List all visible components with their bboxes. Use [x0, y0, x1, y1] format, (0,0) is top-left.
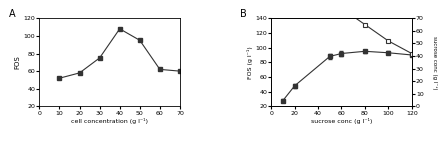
X-axis label: sucrose conc (g l⁻¹): sucrose conc (g l⁻¹)	[311, 118, 372, 124]
Y-axis label: sucrose conc (g l⁻¹): sucrose conc (g l⁻¹)	[432, 36, 438, 89]
Text: A: A	[8, 9, 15, 19]
Y-axis label: FOS (g l⁻¹): FOS (g l⁻¹)	[247, 46, 253, 79]
Y-axis label: FOS: FOS	[15, 55, 21, 69]
X-axis label: cell concentration (g l⁻¹): cell concentration (g l⁻¹)	[71, 118, 148, 124]
Text: B: B	[240, 9, 247, 19]
